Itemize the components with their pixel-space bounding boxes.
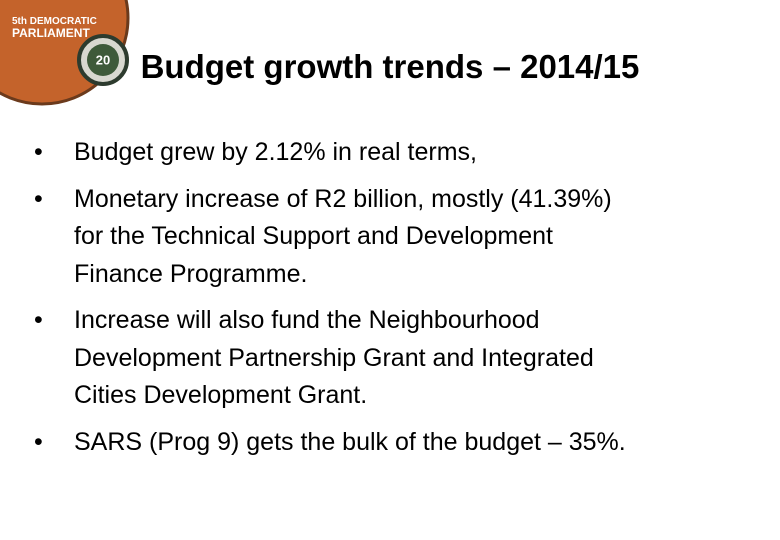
emblem-inner (87, 44, 119, 76)
bullet-item: • Budget grew by 2.12% in real terms, (34, 134, 626, 172)
logo-line2: PARLIAMENT (12, 26, 90, 40)
bullet-dot: • (34, 306, 43, 334)
bullet-item: • SARS (Prog 9) gets the bulk of the budg… (34, 424, 626, 462)
bullet-dot: • (34, 138, 43, 166)
slide-title: Budget growth trends – 2014/15 (140, 48, 640, 85)
emblem-text: 20 (96, 52, 110, 67)
bullet-line: Development Partnership Grant and Integr… (74, 343, 594, 372)
bullet-line: Budget grew by 2.12% in real terms, (74, 138, 477, 166)
bullet-dot: • (34, 184, 43, 213)
bullet-line: Cities Development Grant. (74, 381, 368, 409)
logo: 5th DEMOCRATIC PARLIAMENT 20 (0, 0, 130, 106)
bullet-line: Increase will also fund the Neighbourhoo… (74, 306, 540, 334)
bullet-item: • Increase will also fund the Neighbourho… (34, 302, 626, 415)
logo-line1: 5th DEMOCRATIC (12, 16, 97, 27)
bullet-list: • Budget grew by 2.12% in real terms, • Mon… (34, 134, 626, 470)
bullet-line: SARS (Prog 9) gets the bulk of the budge… (74, 427, 626, 456)
bullet-dot: • (34, 427, 43, 456)
bullet-line: Monetary increase of R2 billion, mostly … (74, 184, 612, 213)
bullet-line: for the Technical Support and Developmen… (74, 222, 554, 250)
bullet-item: • Monetary increase of R2 billion, mostly… (34, 181, 626, 294)
bullet-line: Finance Programme. (74, 259, 308, 288)
